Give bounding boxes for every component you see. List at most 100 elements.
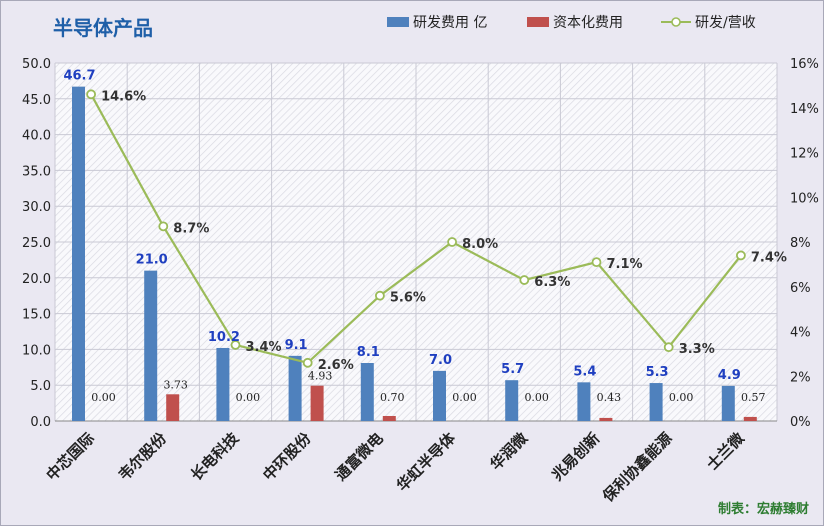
capitalized-expense-bar <box>743 416 757 421</box>
y-right-tick-label: 6% <box>790 281 811 296</box>
legend-label-ratio: 研发/营收 <box>695 15 756 31</box>
ratio-label: 7.4% <box>751 250 787 265</box>
chart-title: 半导体产品 <box>53 16 153 40</box>
rd-expense-bar <box>144 270 158 421</box>
ratio-label: 3.3% <box>679 342 715 357</box>
category-label: 长电科技 <box>187 428 243 484</box>
y-left-tick-label: 15.0 <box>22 308 51 323</box>
y-right-tick-label: 2% <box>790 370 811 385</box>
capitalized-expense-label: 0.00 <box>91 391 116 404</box>
ratio-marker <box>736 250 746 261</box>
ratio-marker <box>86 89 96 100</box>
capitalized-expense-label: 3.73 <box>163 378 188 391</box>
category-label: 保利协鑫能源 <box>598 429 675 506</box>
rd-expense-label: 10.2 <box>208 330 240 345</box>
legend-swatch-rd <box>387 17 409 27</box>
rd-expense-bar <box>505 380 519 421</box>
ratio-marker <box>374 290 385 301</box>
ratio-line-series <box>86 89 746 368</box>
y-right-tick-label: 4% <box>790 326 811 341</box>
rd-expense-label: 8.1 <box>357 345 380 360</box>
y-left-tick-label: 30.0 <box>22 200 51 215</box>
capitalized-expense-label: 4.93 <box>308 370 333 383</box>
capitalized-expense-label: 0.00 <box>236 391 261 404</box>
ratio-label: 6.3% <box>534 275 570 290</box>
rd-expense-bar <box>72 86 85 422</box>
y-left-tick-label: 5.0 <box>30 379 51 394</box>
rd-expense-bar <box>649 383 663 421</box>
rd-expense-bar <box>721 385 735 421</box>
rd-expense-bar <box>433 370 446 421</box>
category-label: 华虹半导体 <box>393 428 459 494</box>
rd-expense-label: 9.1 <box>285 338 308 353</box>
ratio-label: 3.4% <box>246 340 282 355</box>
rd-expense-bar <box>216 347 230 421</box>
ratio-label: 14.6% <box>101 89 146 104</box>
rd-expense-label: 4.9 <box>718 368 741 383</box>
category-label: 韦尔股份 <box>115 428 171 484</box>
y-left-tick-label: 45.0 <box>22 93 51 108</box>
ratio-label: 8.0% <box>462 237 498 252</box>
legend: 研发费用 亿 资本化费用 研发/营收 <box>387 15 756 31</box>
rd-expense-label: 46.7 <box>63 69 95 84</box>
y-right-tick-label: 12% <box>790 147 819 162</box>
y-left-tick-label: 10.0 <box>22 343 51 358</box>
capitalized-expense-label: 0.43 <box>597 391 622 404</box>
capitalized-expense-bar <box>382 415 396 421</box>
credit-text: 制表：宏赫臻财 <box>718 501 809 517</box>
legend-marker-ratio <box>671 17 681 27</box>
ratio-line <box>90 93 742 365</box>
ratio-marker <box>230 340 241 350</box>
category-label: 中环股份 <box>259 428 315 484</box>
y-left-tick-label: 20.0 <box>22 272 51 287</box>
capitalized-expense-bar <box>310 385 324 421</box>
rd-expense-label: 7.0 <box>429 353 452 368</box>
y-right-tick-label: 14% <box>790 102 819 117</box>
rd-expense-label: 21.0 <box>136 253 168 268</box>
ratio-marker <box>663 342 674 353</box>
category-label: 通富微电 <box>332 429 387 484</box>
capitalized-expense-bar <box>599 417 613 421</box>
y-right-tick-label: 0% <box>790 415 811 430</box>
y-left-tick-label: 25.0 <box>22 236 51 251</box>
category-label: 中芯国际 <box>43 429 98 484</box>
y-left-tick-label: 35.0 <box>22 164 51 179</box>
legend-label-capitalized: 资本化费用 <box>553 15 623 31</box>
ratio-label: 2.6% <box>318 358 354 373</box>
category-label: 兆易创新 <box>548 429 603 484</box>
capitalized-expense-bar <box>166 394 180 421</box>
y-left-tick-label: 0.0 <box>30 415 51 430</box>
gridlines <box>54 62 778 422</box>
capitalized-expense-label: 0.70 <box>380 391 405 404</box>
capitalized-expense-label: 0.00 <box>669 391 694 404</box>
y-right-tick-label: 8% <box>790 236 811 251</box>
bars <box>72 86 757 422</box>
legend-swatch-capitalized <box>527 17 549 27</box>
ratio-marker <box>519 275 530 285</box>
capitalized-expense-label: 0.00 <box>524 391 549 404</box>
y-right-tick-label: 16% <box>790 57 819 72</box>
y-right-tick-label: 10% <box>790 191 819 206</box>
category-label: 士兰微 <box>703 428 748 473</box>
ratio-label: 7.1% <box>607 257 643 272</box>
rd-expense-bar <box>360 363 374 421</box>
ratio-marker <box>302 357 313 368</box>
ratio-marker <box>158 221 169 232</box>
rd-expense-label: 5.4 <box>573 364 596 379</box>
rd-expense-bar <box>577 382 591 421</box>
rd-expense-label: 5.7 <box>501 362 524 377</box>
ratio-marker <box>447 237 458 247</box>
y-left-tick-label: 50.0 <box>22 57 51 72</box>
rd-expense-label: 5.3 <box>646 365 669 380</box>
rd-expense-bar <box>288 355 302 421</box>
capitalized-expense-label: 0.00 <box>452 391 477 404</box>
ratio-label: 8.7% <box>173 221 209 236</box>
data-labels: 46.7 0.00 21.0 3.73 10.2 0.00 9.1 4.93 8.1 0.70 7.… <box>63 69 787 404</box>
ratio-marker <box>591 257 602 268</box>
y-left-tick-label: 40.0 <box>22 129 51 144</box>
ratio-label: 5.6% <box>390 291 426 306</box>
category-label: 华润微 <box>487 428 532 473</box>
capitalized-expense-label: 0.57 <box>741 391 766 404</box>
